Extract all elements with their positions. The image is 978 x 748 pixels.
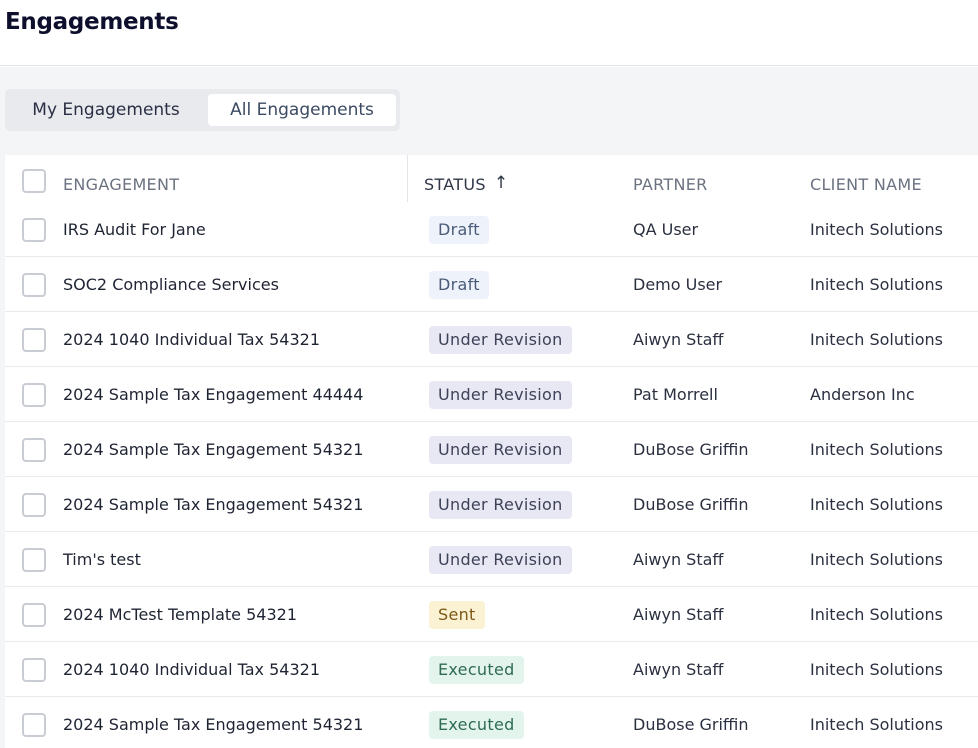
table-row[interactable]: SOC2 Compliance Services Draft Demo User In… (5, 257, 978, 312)
partner-name: Demo User (633, 275, 723, 294)
engagement-tabs: My Engagements All Engagements (5, 89, 400, 131)
row-checkbox[interactable] (22, 658, 46, 682)
table-row[interactable]: 2024 McTest Template 54321 Sent Aiwyn Staf… (5, 587, 978, 642)
client-name: Initech Solutions (810, 330, 943, 349)
status-badge: Draft (429, 216, 489, 244)
status-badge: Under Revision (429, 326, 572, 354)
row-checkbox[interactable] (22, 218, 46, 242)
status-cell: Sent (429, 587, 485, 642)
engagement-name[interactable]: 2024 Sample Tax Engagement 54321 (63, 440, 364, 459)
tab-all-engagements[interactable]: All Engagements (208, 94, 396, 126)
status-cell: Executed (429, 697, 524, 748)
client-name: Initech Solutions (810, 220, 943, 239)
partner-name: Aiwyn Staff (633, 330, 724, 349)
row-checkbox[interactable] (22, 548, 46, 572)
table-row[interactable]: 2024 Sample Tax Engagement 44444 Under Re… (5, 367, 978, 422)
row-checkbox[interactable] (22, 603, 46, 627)
engagement-name[interactable]: 2024 Sample Tax Engagement 54321 (63, 715, 364, 734)
partner-name: QA User (633, 220, 699, 239)
status-badge: Under Revision (429, 381, 572, 409)
engagement-name[interactable]: 2024 1040 Individual Tax 54321 (63, 330, 320, 349)
status-cell: Draft (429, 257, 489, 312)
partner-name: Aiwyn Staff (633, 550, 724, 569)
engagements-table: ENGAGEMENT STATUS ↑ PARTNER CLIENT NAME I… (5, 155, 978, 748)
arrow-up-icon[interactable]: ↑ (493, 173, 509, 193)
column-header-engagement[interactable]: ENGAGEMENT (63, 175, 180, 194)
status-badge: Under Revision (429, 436, 572, 464)
partner-name: Aiwyn Staff (633, 660, 724, 679)
engagement-name[interactable]: Tim's test (63, 550, 141, 569)
status-badge: Under Revision (429, 546, 572, 574)
page-title: Engagements (5, 9, 179, 35)
row-checkbox[interactable] (22, 438, 46, 462)
row-checkbox[interactable] (22, 328, 46, 352)
table-row[interactable]: 2024 Sample Tax Engagement 54321 Executed… (5, 697, 978, 748)
tab-my-engagements[interactable]: My Engagements (32, 100, 180, 120)
table-row[interactable]: IRS Audit For Jane Draft QA User Initech So… (5, 202, 978, 257)
column-header-status-label: STATUS (424, 175, 486, 194)
partner-name: DuBose Griffin (633, 440, 749, 459)
row-checkbox[interactable] (22, 383, 46, 407)
partner-name: Pat Morrell (633, 385, 718, 404)
engagement-name[interactable]: 2024 Sample Tax Engagement 54321 (63, 495, 364, 514)
column-header-client-name[interactable]: CLIENT NAME (810, 175, 922, 194)
page-header: Engagements (0, 0, 978, 66)
status-cell: Executed (429, 642, 524, 697)
column-header-status[interactable]: STATUS ↑ (424, 173, 509, 195)
partner-name: DuBose Griffin (633, 495, 749, 514)
row-checkbox[interactable] (22, 273, 46, 297)
client-name: Initech Solutions (810, 440, 943, 459)
status-cell: Under Revision (429, 532, 572, 587)
table-row[interactable]: 2024 1040 Individual Tax 54321 Under Revi… (5, 312, 978, 367)
status-badge: Draft (429, 271, 489, 299)
select-all-checkbox[interactable] (22, 169, 46, 193)
status-badge: Under Revision (429, 491, 572, 519)
row-checkbox[interactable] (22, 493, 46, 517)
table-row[interactable]: Tim's test Under Revision Aiwyn Staff Inite… (5, 532, 978, 587)
engagement-name[interactable]: 2024 McTest Template 54321 (63, 605, 297, 624)
client-name: Initech Solutions (810, 660, 943, 679)
client-name: Initech Solutions (810, 605, 943, 624)
status-badge: Executed (429, 711, 524, 739)
content-area: My Engagements All Engagements ENGAGEMEN… (0, 67, 978, 748)
table-row[interactable]: 2024 Sample Tax Engagement 54321 Under Re… (5, 477, 978, 532)
partner-name: DuBose Griffin (633, 715, 749, 734)
status-cell: Draft (429, 202, 489, 257)
client-name: Initech Solutions (810, 550, 943, 569)
row-checkbox[interactable] (22, 713, 46, 737)
status-cell: Under Revision (429, 367, 572, 422)
table-row[interactable]: 2024 1040 Individual Tax 54321 Executed Ai… (5, 642, 978, 697)
client-name: Anderson Inc (810, 385, 915, 404)
client-name: Initech Solutions (810, 275, 943, 294)
status-badge: Executed (429, 656, 524, 684)
partner-name: Aiwyn Staff (633, 605, 724, 624)
column-header-partner[interactable]: PARTNER (633, 175, 708, 194)
engagement-name[interactable]: IRS Audit For Jane (63, 220, 206, 239)
table-row[interactable]: 2024 Sample Tax Engagement 54321 Under Re… (5, 422, 978, 477)
status-cell: Under Revision (429, 477, 572, 532)
status-badge: Sent (429, 601, 485, 629)
status-cell: Under Revision (429, 312, 572, 367)
engagement-name[interactable]: SOC2 Compliance Services (63, 275, 279, 294)
client-name: Initech Solutions (810, 495, 943, 514)
engagement-name[interactable]: 2024 1040 Individual Tax 54321 (63, 660, 320, 679)
status-cell: Under Revision (429, 422, 572, 477)
engagement-name[interactable]: 2024 Sample Tax Engagement 44444 (63, 385, 364, 404)
client-name: Initech Solutions (810, 715, 943, 734)
